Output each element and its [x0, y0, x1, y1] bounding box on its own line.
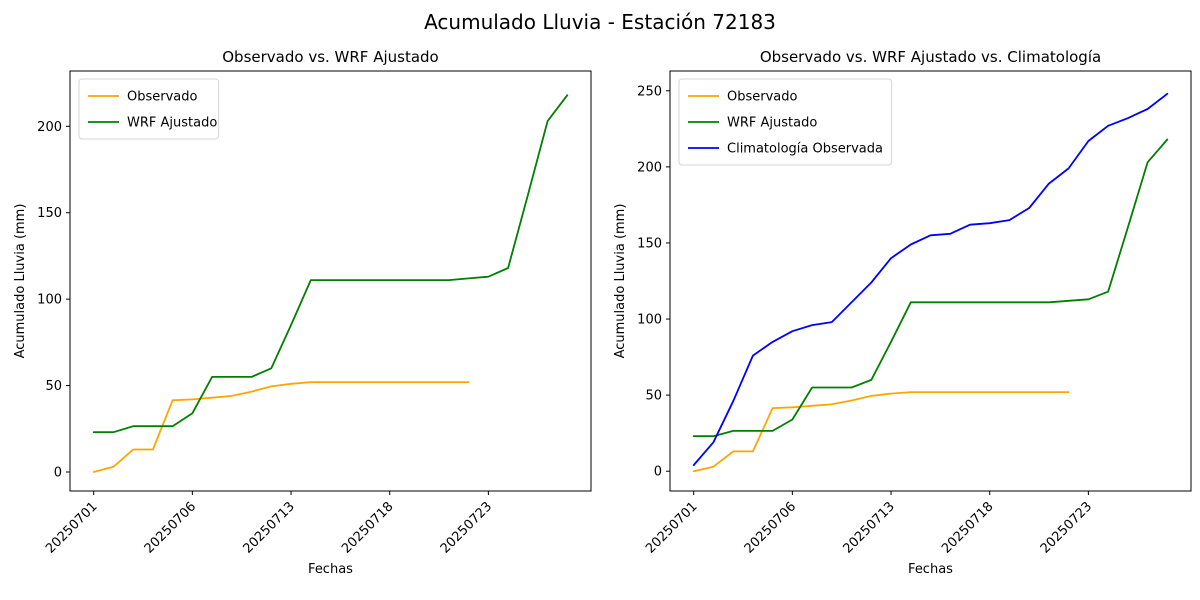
series-line-wrf-ajustado	[692, 138, 1169, 438]
x-tick-label: 20250723	[438, 499, 495, 556]
x-tick-label: 20250713	[840, 499, 897, 556]
left-chart-container: 20250701 20250706 20250713 20250718 20250723…	[0, 45, 600, 600]
y-tick-label: 200	[637, 160, 662, 175]
plot-area	[69, 70, 592, 492]
series-line-observado	[92, 381, 470, 473]
chart-title: Observado vs. WRF Ajustado	[222, 48, 438, 66]
x-tick-label: 20250718	[939, 499, 996, 556]
x-axis: 20250701 20250706 20250713 20250718 20250723	[43, 491, 495, 557]
y-axis: 0 50 100 150 200	[37, 120, 70, 480]
legend-label: Observado	[127, 90, 198, 105]
y-axis-label: Acumulado Lluvia (mm)	[613, 204, 628, 359]
series-line-climatología-observada	[692, 92, 1169, 467]
x-tick-label: 20250701	[43, 499, 100, 556]
y-tick-label: 50	[645, 389, 662, 404]
x-axis: 20250701 20250706 20250713 20250718 20250723	[643, 491, 1095, 557]
x-tick-label: 20250718	[339, 499, 396, 556]
y-tick-label: 200	[37, 120, 62, 135]
series-line-observado	[692, 391, 1070, 473]
y-axis: 0 50 100 150 200 250	[637, 84, 670, 480]
y-tick-label: 0	[654, 465, 662, 480]
y-tick-label: 250	[637, 84, 662, 99]
series-line-wrf-ajustado	[92, 94, 569, 434]
y-tick-label: 50	[45, 379, 62, 394]
chart-title: Observado vs. WRF Ajustado vs. Climatolo…	[760, 48, 1101, 66]
plot-area	[669, 70, 1192, 492]
right-chart: 20250701 20250706 20250713 20250718 20250723…	[613, 48, 1192, 577]
legend: Observado WRF Ajustado	[78, 78, 220, 140]
x-tick-label: 20250713	[240, 499, 297, 556]
y-axis-label: Acumulado Lluvia (mm)	[13, 204, 28, 359]
x-tick-label: 20250706	[742, 499, 799, 556]
y-tick-label: 150	[637, 236, 662, 251]
legend-label: Climatología Observada	[727, 142, 883, 157]
x-tick-label: 20250706	[142, 499, 199, 556]
legend-label: WRF Ajustado	[727, 116, 817, 131]
x-tick-label: 20250723	[1038, 499, 1095, 556]
y-tick-label: 150	[37, 206, 62, 221]
x-tick-label: 20250701	[643, 499, 700, 556]
legend-label: WRF Ajustado	[127, 116, 217, 131]
left-chart: 20250701 20250706 20250713 20250718 20250723…	[13, 48, 592, 577]
legend-box	[78, 78, 220, 140]
y-tick-label: 100	[637, 313, 662, 328]
x-axis-label: Fechas	[908, 562, 953, 577]
legend: Observado WRF Ajustado Climatología Observ…	[678, 78, 893, 166]
legend-label: Observado	[727, 90, 798, 105]
x-axis-label: Fechas	[308, 562, 353, 577]
legend-box	[678, 78, 893, 166]
figure-title: Acumulado Lluvia - Estación 72183	[424, 10, 776, 34]
right-chart-container: 20250701 20250706 20250713 20250718 20250723…	[600, 45, 1200, 600]
y-tick-label: 100	[37, 293, 62, 308]
y-tick-label: 0	[54, 465, 62, 480]
